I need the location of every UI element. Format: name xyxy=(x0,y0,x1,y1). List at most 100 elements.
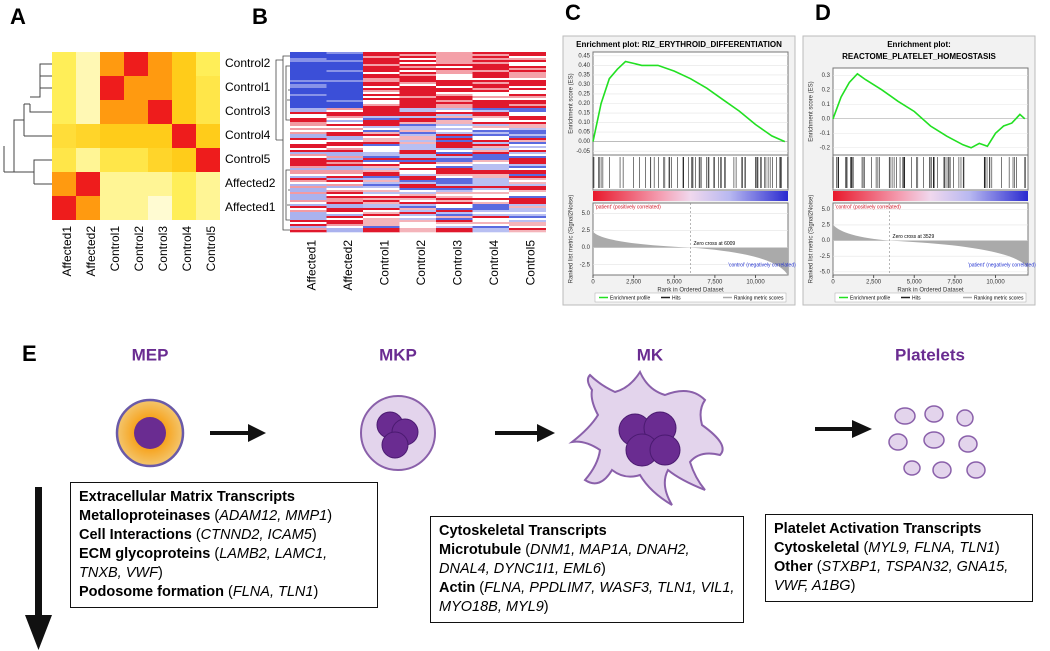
row-label: Control2 xyxy=(225,56,271,70)
heatmap-stripe xyxy=(363,222,400,225)
x-tick-label: 0 xyxy=(831,280,835,286)
heatmap-stripe xyxy=(436,70,473,73)
heatmap-stripe xyxy=(399,220,437,223)
heatmap-stripe xyxy=(290,130,327,133)
heatmap-stripe xyxy=(399,126,437,129)
heatmap-stripe xyxy=(509,52,546,55)
heatmap-stripe xyxy=(326,96,364,99)
y-tick-label: 5.0 xyxy=(822,207,831,213)
heatmap-stripe xyxy=(290,196,327,199)
heatmap-cell xyxy=(124,124,148,148)
heatmap-stripe xyxy=(472,80,510,83)
y-tick-label: 0.0 xyxy=(822,238,831,244)
heatmap-stripe xyxy=(363,166,400,169)
column-label: Control1 xyxy=(377,240,391,286)
heatmap-stripe xyxy=(399,142,437,145)
heatmap-stripe xyxy=(509,78,546,81)
heatmap-stripe xyxy=(326,160,364,163)
heatmap-stripe xyxy=(472,210,510,213)
positive-note: 'control' (positively correlated) xyxy=(835,204,901,210)
stage-title: MKP xyxy=(379,345,417,364)
heatmap-stripe xyxy=(399,120,437,123)
heatmap-stripe xyxy=(436,220,473,223)
heatmap-stripe xyxy=(436,64,473,67)
group-name: Cytoskeletal xyxy=(774,540,860,556)
heatmap-stripe xyxy=(509,160,546,163)
heatmap-cell xyxy=(148,124,172,148)
heatmap-stripe xyxy=(399,176,437,179)
heatmap-stripe xyxy=(436,210,473,213)
heatmap-stripe xyxy=(363,140,400,143)
heatmap-stripe xyxy=(290,212,327,215)
heatmap-stripe xyxy=(326,212,364,215)
heatmap-stripe xyxy=(509,132,546,135)
heatmap-stripe xyxy=(290,198,327,201)
heatmap-stripe xyxy=(326,198,364,201)
y-tick-label: 0.1 xyxy=(822,102,831,108)
heatmap-stripe xyxy=(290,214,327,217)
heatmap-stripe xyxy=(436,184,473,187)
heatmap-stripe xyxy=(326,70,364,73)
legend-label: Ranking metric scores xyxy=(734,295,784,301)
heatmap-stripe xyxy=(290,180,327,183)
heatmap-stripe xyxy=(290,54,327,57)
heatmap-stripe xyxy=(399,68,437,71)
heatmap-stripe xyxy=(472,212,510,215)
heatmap-stripe xyxy=(472,198,510,201)
heatmap-cell xyxy=(148,100,172,124)
heatmap-stripe xyxy=(326,176,364,179)
heatmap-stripe xyxy=(509,134,546,137)
heatmap-stripe xyxy=(472,228,510,231)
heatmap-stripe xyxy=(290,192,327,195)
heatmap-stripe xyxy=(326,92,364,95)
heatmap-stripe xyxy=(290,150,327,153)
heatmap-cell xyxy=(172,148,196,172)
heatmap-stripe xyxy=(509,86,546,89)
heatmap-cell xyxy=(52,148,76,172)
box-title: Platelet Activation Transcripts xyxy=(774,521,982,537)
gene-group: Other (STXBP1, TSPAN32, GNA15, VWF, A1BG… xyxy=(774,559,1009,594)
heatmap-stripe xyxy=(290,174,327,177)
heatmap-cell xyxy=(196,196,220,220)
heatmap-stripe xyxy=(290,116,327,119)
heatmap-stripe xyxy=(399,110,437,113)
heatmap-stripe xyxy=(509,144,546,147)
heatmap-stripe xyxy=(472,104,510,107)
heatmap-stripe xyxy=(326,178,364,181)
heatmap-stripe xyxy=(436,142,473,145)
y-tick-label: -5.0 xyxy=(820,269,831,275)
heatmap-stripe xyxy=(509,220,546,223)
heatmap-stripe xyxy=(509,120,546,123)
heatmap-stripe xyxy=(436,204,473,207)
heatmap-stripe xyxy=(363,206,400,209)
heatmap-stripe xyxy=(326,142,364,145)
heatmap-cell xyxy=(76,100,100,124)
heatmap-stripe xyxy=(436,160,473,163)
heatmap-stripe xyxy=(363,70,400,73)
heatmap-stripe xyxy=(509,140,546,143)
heatmap-stripe xyxy=(472,150,510,153)
heatmap-stripe xyxy=(472,114,510,117)
heatmap-stripe xyxy=(436,76,473,79)
heatmap-stripe xyxy=(290,202,327,205)
y-axis-label: Enrichment score (ES) xyxy=(809,81,815,141)
heatmap-stripe xyxy=(509,166,546,169)
heatmap-stripe xyxy=(436,140,473,143)
column-label: Affected1 xyxy=(60,226,74,277)
heatmap-stripe xyxy=(290,168,327,171)
y-axis-label: Enrichment score (ES) xyxy=(569,73,575,133)
heatmap-stripe xyxy=(326,174,364,177)
heatmap-cell xyxy=(100,172,124,196)
heatmap-stripe xyxy=(436,106,473,109)
heatmap-stripe xyxy=(290,66,327,69)
heatmap-stripe xyxy=(326,228,364,231)
y-tick-label: 0.2 xyxy=(822,87,831,93)
heatmap-stripe xyxy=(290,204,327,207)
heatmap-stripe xyxy=(363,182,400,185)
heatmap-stripe xyxy=(363,218,400,221)
column-label: Affected2 xyxy=(341,240,355,291)
heatmap-cell xyxy=(172,52,196,76)
heatmap-stripe xyxy=(363,190,400,193)
heatmap-stripe xyxy=(290,222,327,225)
